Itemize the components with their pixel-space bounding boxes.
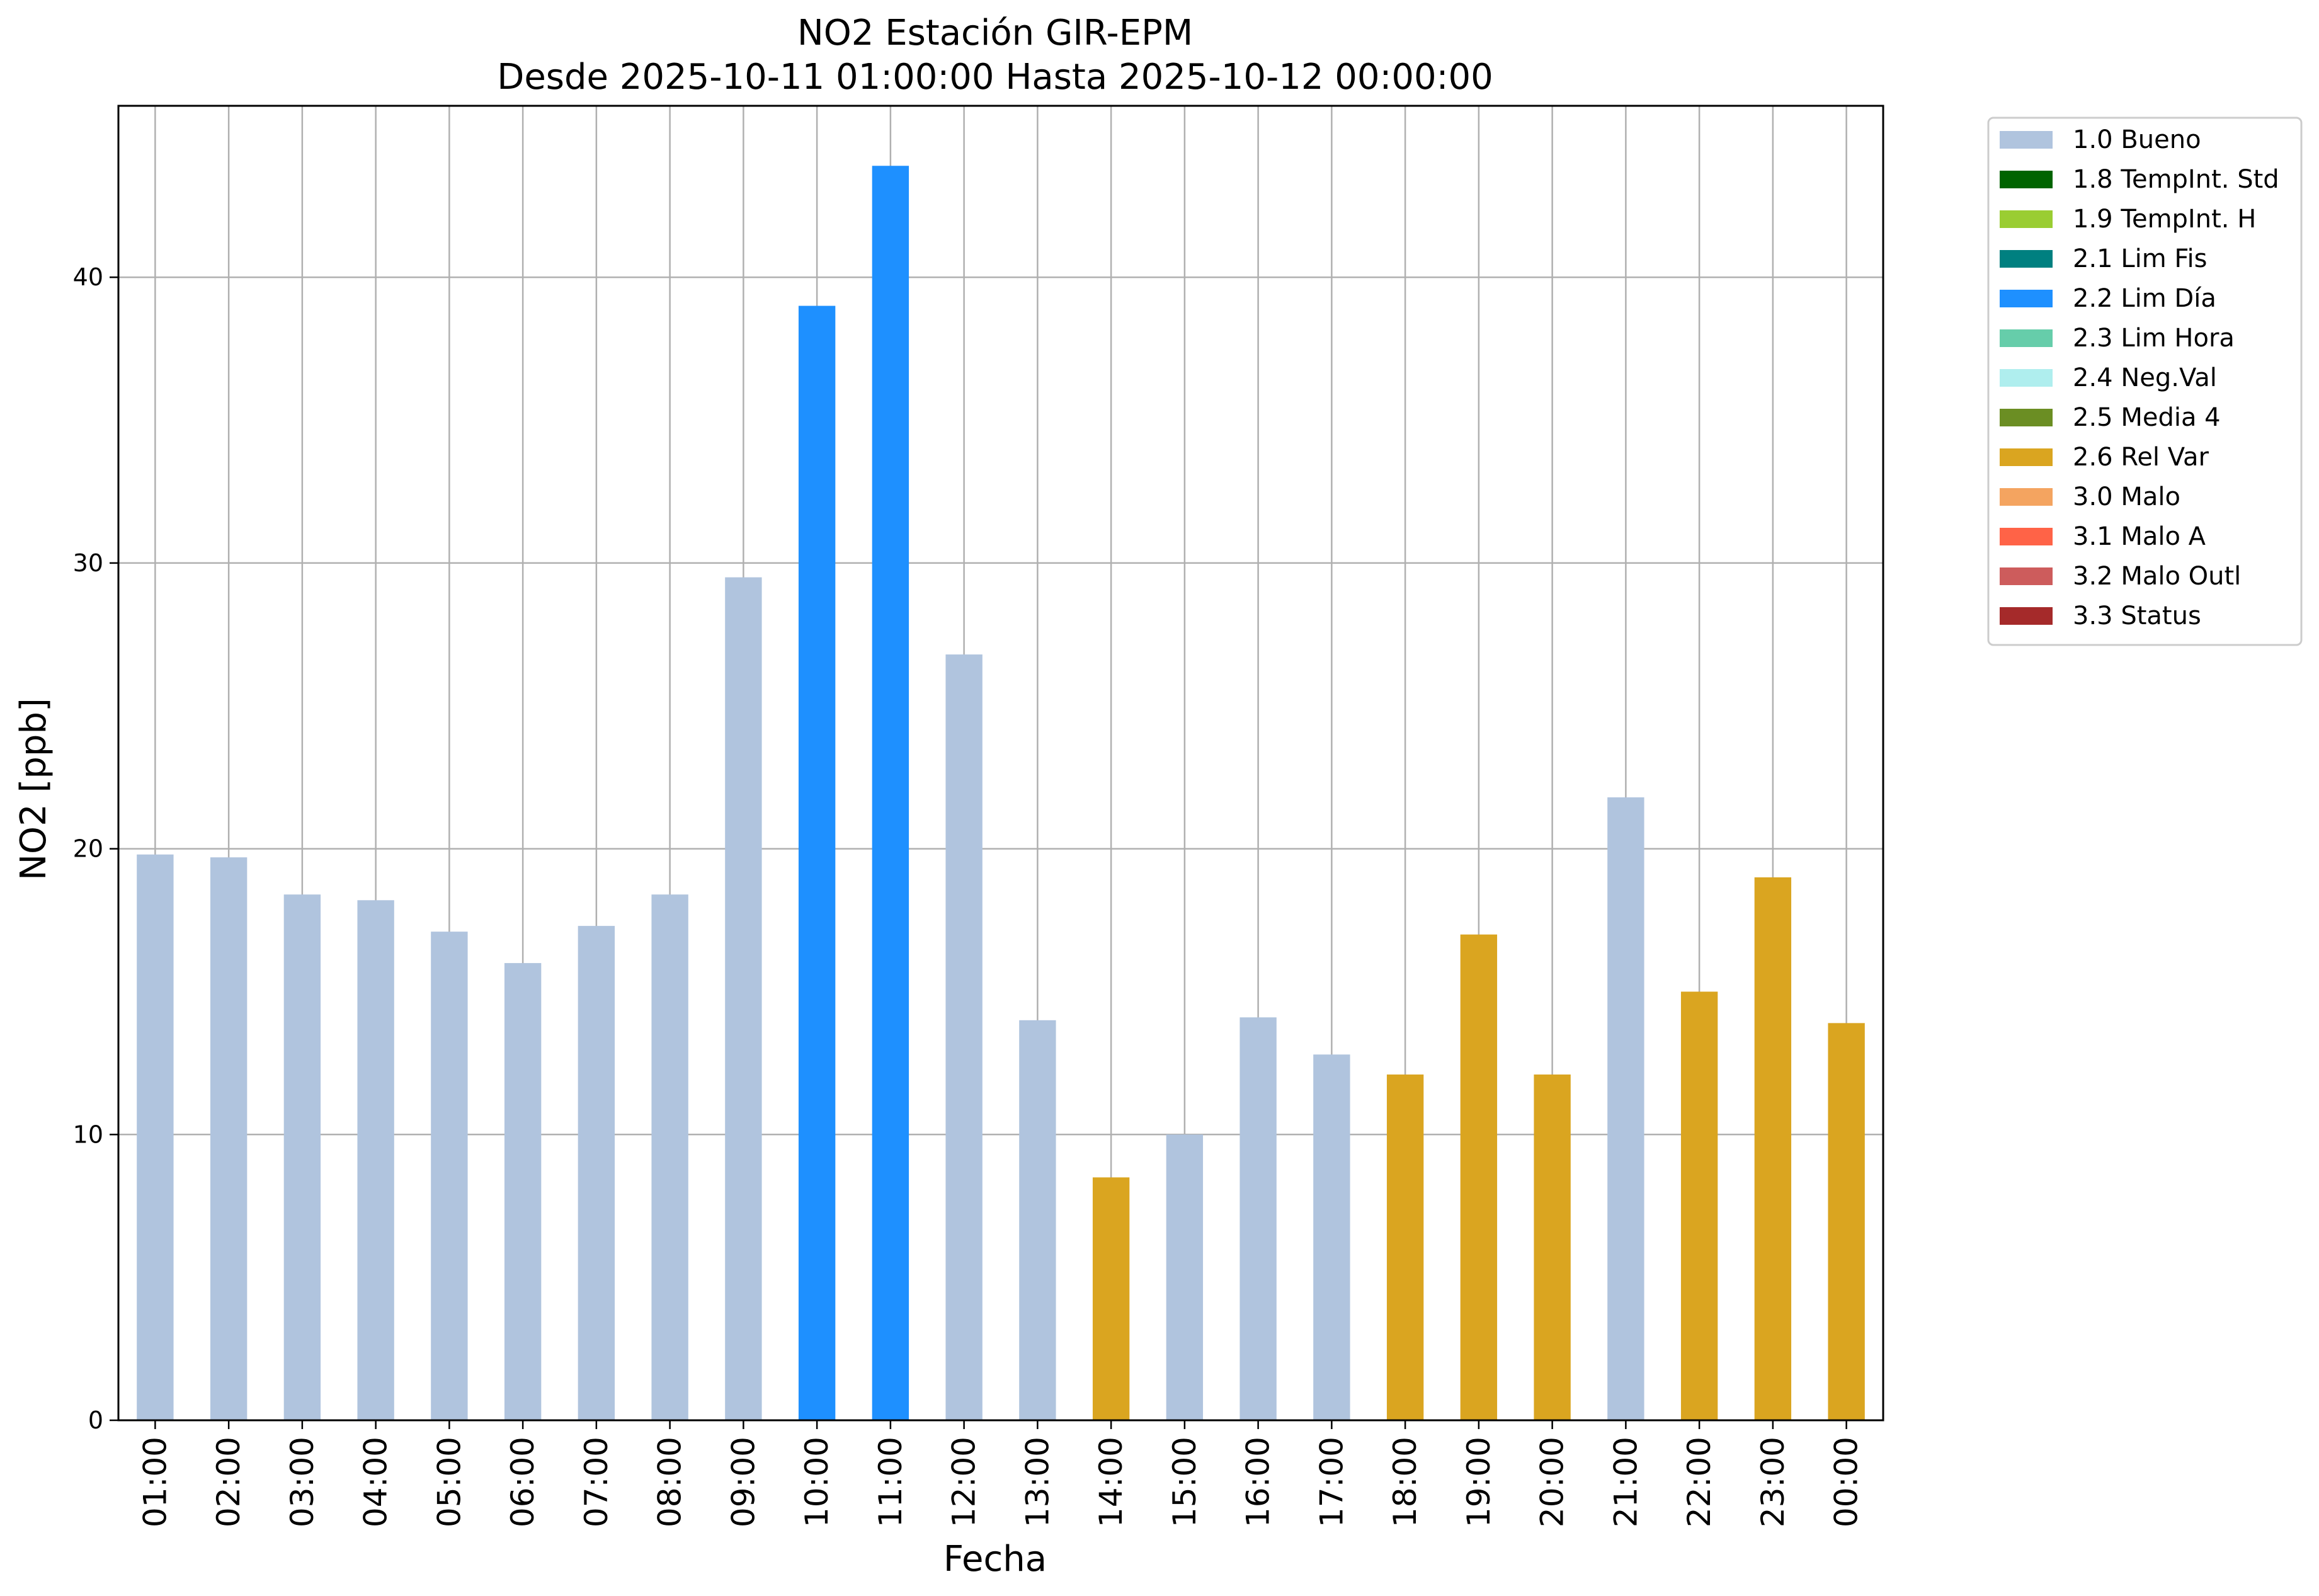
legend-label: 2.4 Neg.Val bbox=[2073, 363, 2217, 392]
legend-swatch bbox=[2000, 567, 2053, 585]
bar-14:00 bbox=[1092, 1177, 1130, 1420]
x-tick-label: 17:00 bbox=[1313, 1437, 1350, 1527]
legend-label: 3.0 Malo bbox=[2073, 482, 2180, 511]
legend-label: 2.1 Lim Fis bbox=[2073, 244, 2207, 273]
y-axis-label: NO2 [ppb] bbox=[13, 698, 54, 881]
bar-06:00 bbox=[504, 963, 542, 1420]
y-tick-label: 10 bbox=[73, 1120, 103, 1148]
bar-08:00 bbox=[651, 894, 688, 1420]
legend-swatch bbox=[2000, 210, 2053, 228]
x-tick-label: 01:00 bbox=[137, 1437, 173, 1527]
bar-04:00 bbox=[357, 900, 394, 1420]
bar-22:00 bbox=[1680, 991, 1718, 1420]
bar-19:00 bbox=[1460, 934, 1498, 1420]
x-tick-label: 16:00 bbox=[1240, 1437, 1277, 1527]
legend-label: 1.8 TempInt. Std bbox=[2073, 165, 2279, 194]
bar-00:00 bbox=[1828, 1023, 1865, 1420]
bar-09:00 bbox=[725, 577, 762, 1420]
x-tick-label: 12:00 bbox=[946, 1437, 983, 1527]
legend-swatch bbox=[2000, 329, 2053, 347]
bar-12:00 bbox=[945, 654, 983, 1420]
x-tick-label: 19:00 bbox=[1461, 1437, 1497, 1527]
legend: 1.0 Bueno 1.8 TempInt. Std 1.9 TempInt. H 2… bbox=[1987, 117, 2303, 646]
x-tick-label: 13:00 bbox=[1019, 1437, 1056, 1527]
bar-21:00 bbox=[1607, 797, 1644, 1420]
legend-label: 1.0 Bueno bbox=[2073, 125, 2201, 154]
bar-15:00 bbox=[1166, 1134, 1204, 1420]
legend-swatch bbox=[2000, 290, 2053, 307]
legend-label: 1.9 TempInt. H bbox=[2073, 205, 2256, 234]
x-tick-label: 07:00 bbox=[578, 1437, 615, 1527]
x-tick-label: 23:00 bbox=[1755, 1437, 1791, 1527]
bar-11:00 bbox=[872, 166, 909, 1420]
bars bbox=[137, 166, 1865, 1421]
bar-10:00 bbox=[798, 305, 836, 1421]
bar-20:00 bbox=[1534, 1074, 1571, 1420]
legend-label: 3.1 Malo A bbox=[2073, 522, 2206, 551]
bar-18:00 bbox=[1386, 1074, 1424, 1420]
x-tick-label: 20:00 bbox=[1534, 1437, 1571, 1527]
y-axis-ticks: 0 10 20 30 40 bbox=[73, 263, 118, 1434]
x-tick-label: 05:00 bbox=[431, 1437, 467, 1527]
legend-swatch bbox=[2000, 607, 2053, 625]
x-tick-label: 21:00 bbox=[1607, 1437, 1644, 1527]
legend-frame bbox=[1987, 117, 2303, 646]
plot-frame bbox=[117, 105, 1884, 1422]
x-tick-label: 11:00 bbox=[872, 1437, 909, 1527]
bar-02:00 bbox=[210, 857, 248, 1420]
bar-05:00 bbox=[431, 932, 468, 1420]
x-tick-label: 04:00 bbox=[358, 1437, 394, 1527]
bar-03:00 bbox=[283, 894, 321, 1420]
legend-label: 2.6 Rel Var bbox=[2073, 443, 2209, 472]
legend-label: 3.3 Status bbox=[2073, 601, 2201, 630]
x-tick-label: 15:00 bbox=[1166, 1437, 1203, 1527]
x-tick-label: 14:00 bbox=[1093, 1437, 1129, 1527]
x-tick-label: 06:00 bbox=[504, 1437, 541, 1527]
legend-label: 2.2 Lim Día bbox=[2073, 284, 2216, 313]
x-axis-label: Fecha bbox=[943, 1539, 1047, 1580]
bar-23:00 bbox=[1754, 877, 1792, 1420]
bar-07:00 bbox=[578, 926, 615, 1420]
x-tick-label: 22:00 bbox=[1681, 1437, 1718, 1527]
legend-label: 3.2 Malo Outl bbox=[2073, 562, 2241, 591]
x-tick-label: 08:00 bbox=[652, 1437, 688, 1527]
legend-swatch bbox=[2000, 369, 2053, 387]
bar-01:00 bbox=[137, 854, 174, 1420]
legend-swatch bbox=[2000, 488, 2053, 506]
legend-swatch bbox=[2000, 131, 2053, 149]
x-tick-label: 00:00 bbox=[1828, 1437, 1865, 1527]
x-tick-label: 10:00 bbox=[799, 1437, 835, 1527]
y-tick-label: 30 bbox=[73, 549, 103, 577]
y-tick-label: 0 bbox=[88, 1406, 103, 1434]
bar-16:00 bbox=[1239, 1017, 1277, 1420]
legend-swatch bbox=[2000, 250, 2053, 268]
legend-swatch bbox=[2000, 171, 2053, 188]
bar-17:00 bbox=[1313, 1054, 1350, 1420]
legend-swatch bbox=[2000, 528, 2053, 545]
legend-label: 2.3 Lim Hora bbox=[2073, 324, 2235, 353]
x-tick-label: 02:00 bbox=[210, 1437, 247, 1527]
legend-label: 2.5 Media 4 bbox=[2073, 403, 2221, 432]
chart-title-line-2: Desde 2025-10-11 01:00:00 Hasta 2025-10-… bbox=[497, 57, 1493, 98]
legend-swatch bbox=[2000, 409, 2053, 426]
x-axis-ticks: 01:00 02:00 03:00 04:00 05:00 06:00 07:00 08:00… bbox=[137, 1420, 1865, 1527]
y-tick-label: 20 bbox=[73, 835, 103, 863]
y-tick-label: 40 bbox=[73, 263, 103, 291]
x-tick-label: 09:00 bbox=[725, 1437, 761, 1527]
legend-swatch bbox=[2000, 448, 2053, 466]
x-tick-label: 03:00 bbox=[284, 1437, 321, 1527]
x-tick-label: 18:00 bbox=[1387, 1437, 1423, 1527]
chart-title-line-1: NO2 Estación GIR-EPM bbox=[797, 13, 1193, 54]
bar-13:00 bbox=[1019, 1020, 1056, 1420]
